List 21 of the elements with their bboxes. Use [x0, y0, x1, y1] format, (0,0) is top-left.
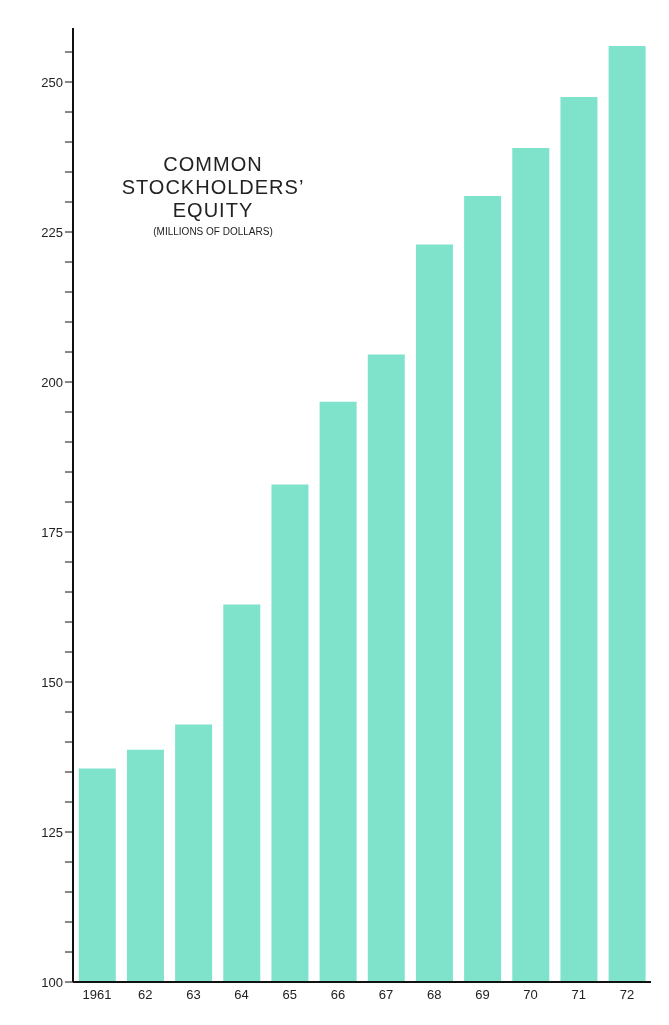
y-tick-label: 250 [41, 74, 63, 90]
x-tick-label: 65 [282, 987, 297, 1003]
x-tick-label: 68 [427, 987, 442, 1003]
x-tick-label: 72 [619, 987, 635, 1003]
y-tick-label: 150 [41, 674, 63, 690]
y-tick-label: 100 [41, 974, 63, 990]
x-tick-label: 63 [186, 987, 201, 1003]
y-tick-label: 225 [41, 224, 63, 240]
y-tick-label: 175 [41, 524, 63, 540]
x-tick-label: 69 [475, 987, 490, 1003]
x-tick-label: 64 [234, 987, 249, 1003]
text: (MILLIONS OF DOLLARS) [152, 226, 274, 237]
x-tick-label: 71 [571, 987, 586, 1003]
x-tick-label: 62 [138, 987, 153, 1003]
y-tick-label: 125 [41, 824, 63, 840]
x-tick-label: 70 [523, 987, 538, 1003]
x-tick-label: 66 [330, 987, 346, 1003]
x-tick-label: 1961 [82, 987, 112, 1003]
text: COMMON STOCKHOLDERS’ EQUITY [120, 153, 306, 222]
y-tick-label: 200 [41, 374, 63, 390]
x-tick-label: 67 [378, 987, 394, 1003]
